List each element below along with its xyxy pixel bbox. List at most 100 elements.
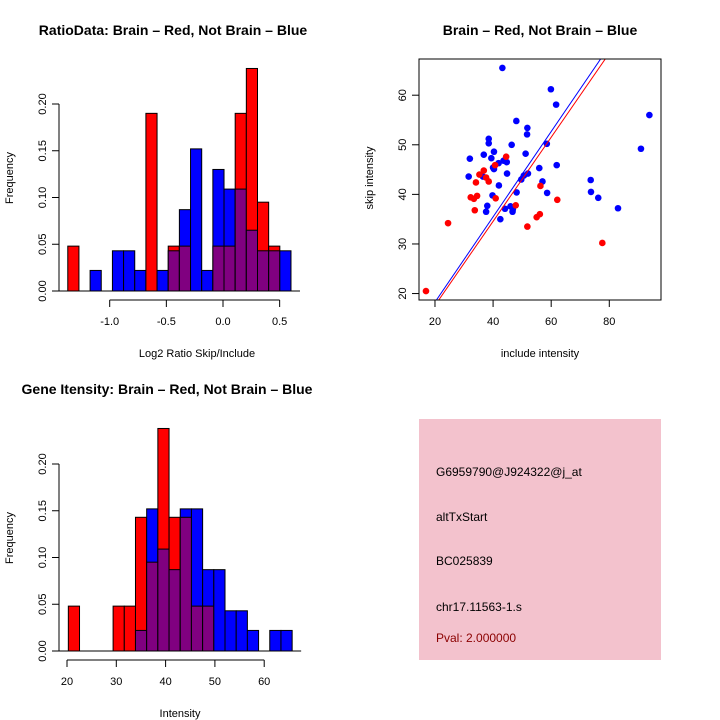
- overlap-bar: [134, 629, 148, 652]
- blue-point: [485, 140, 493, 147]
- histogram-bar: [67, 605, 81, 652]
- overlap-bar: [212, 245, 225, 292]
- overlap-bar: [234, 188, 247, 292]
- blue-point: [614, 204, 622, 212]
- overlap-bar: [157, 548, 170, 652]
- overlap-bar: [223, 245, 236, 292]
- histogram-bar: [201, 269, 214, 292]
- blue-point: [535, 164, 543, 172]
- overlap-bar: [268, 250, 281, 292]
- blue-point: [552, 101, 560, 108]
- histogram-bar: [123, 605, 136, 652]
- info-probe: G6959790@J924322@j_at: [436, 465, 582, 479]
- blue-point: [503, 158, 511, 166]
- red-fit-line: [438, 59, 606, 300]
- histogram-bar: [145, 112, 158, 292]
- overlap-bar: [178, 245, 192, 292]
- overlap-bar: [168, 569, 181, 652]
- blue-point: [587, 176, 594, 184]
- info-accession: BC025839: [436, 554, 493, 568]
- overlap-bar: [245, 229, 258, 292]
- blue-point: [466, 155, 474, 162]
- blue-point: [490, 148, 498, 156]
- y-tick-label: 20: [397, 287, 409, 299]
- blue-point: [523, 131, 531, 138]
- y-tick-label: 50: [397, 139, 409, 151]
- blue-point: [509, 208, 516, 216]
- x-tick-label: -1.0: [100, 316, 119, 328]
- histogram-bar: [279, 250, 292, 292]
- y-tick-label: 0.10: [37, 187, 49, 208]
- info-location: chr17.11563-1.s: [436, 600, 522, 614]
- histogram-bar: [213, 569, 226, 652]
- blue-point: [547, 85, 555, 93]
- red-point: [512, 201, 520, 209]
- y-tick-label: 0.00: [37, 280, 49, 301]
- x-tick-label: 20: [61, 676, 73, 688]
- red-point: [502, 153, 510, 160]
- scatter-plot: 20 40 60 80 20 30 40 50 60: [397, 58, 662, 328]
- y-tick-label: 30: [397, 238, 409, 250]
- red-point: [471, 206, 479, 214]
- info-pval: Pval: 2.000000: [436, 631, 516, 645]
- blue-point: [543, 189, 551, 197]
- histogram-bar: [111, 250, 125, 292]
- blue-point: [497, 215, 504, 223]
- y-tick-label: 0.15: [37, 140, 49, 161]
- info-event-type: altTxStart: [436, 510, 488, 524]
- ratio-xlabel: Log2 Ratio Skip/Include: [139, 348, 255, 360]
- histogram-bar: [67, 245, 80, 292]
- red-point: [536, 210, 544, 218]
- y-tick-label: 0.00: [37, 640, 49, 661]
- y-tick-label: 0.10: [37, 547, 49, 568]
- blue-fit-line: [435, 59, 602, 300]
- histogram-bar: [134, 269, 147, 292]
- y-tick-label: 0.20: [37, 453, 49, 474]
- x-tick-label: 0.5: [272, 316, 287, 328]
- blue-point: [513, 117, 520, 125]
- blue-point: [524, 124, 531, 132]
- overlap-bar: [256, 250, 270, 292]
- plot-box: [418, 58, 662, 301]
- scatter-title: Brain – Red, Not Brain – Blue: [443, 22, 638, 38]
- red-point: [553, 196, 561, 204]
- scatter-ylabel: skip intensity: [364, 146, 376, 209]
- red-point: [492, 195, 499, 202]
- intensity-histogram: 0.00 0.05 0.10 0.15 0.20 20 30 40 50 60: [37, 427, 302, 688]
- ratio-title: RatioData: Brain – Red, Not Brain – Blue: [39, 22, 308, 38]
- red-point: [444, 219, 452, 227]
- blue-point: [637, 145, 645, 153]
- x-tick-label: -0.5: [157, 316, 176, 328]
- x-tick-label: 30: [110, 676, 122, 688]
- x-tick-label: 40: [159, 676, 171, 688]
- scatter-xlabel: include intensity: [501, 348, 580, 360]
- blue-point: [513, 189, 520, 196]
- histogram-bar: [156, 269, 169, 292]
- blue-point: [503, 170, 511, 177]
- blue-point: [594, 194, 602, 202]
- x-tick-label: 40: [487, 316, 499, 328]
- blue-point: [501, 205, 509, 213]
- x-tick-label: 0.0: [215, 316, 230, 328]
- red-point: [599, 239, 606, 247]
- red-point: [524, 223, 531, 230]
- red-point: [480, 167, 488, 174]
- blue-point: [482, 208, 490, 216]
- info-panel: [419, 419, 661, 660]
- x-tick-label: 60: [545, 316, 557, 328]
- x-tick-label: 20: [429, 316, 441, 328]
- intensity-xlabel: Intensity: [160, 708, 201, 720]
- overlap-bar: [190, 605, 204, 652]
- red-point: [422, 287, 430, 295]
- blue-point: [488, 154, 495, 162]
- blue-point: [508, 141, 515, 149]
- red-point: [485, 178, 493, 185]
- red-point: [491, 161, 499, 169]
- blue-point: [522, 150, 529, 158]
- blue-point: [495, 182, 503, 189]
- red-point: [473, 192, 481, 200]
- y-tick-label: 40: [397, 188, 409, 200]
- red-point: [537, 182, 544, 190]
- blue-point: [499, 64, 506, 72]
